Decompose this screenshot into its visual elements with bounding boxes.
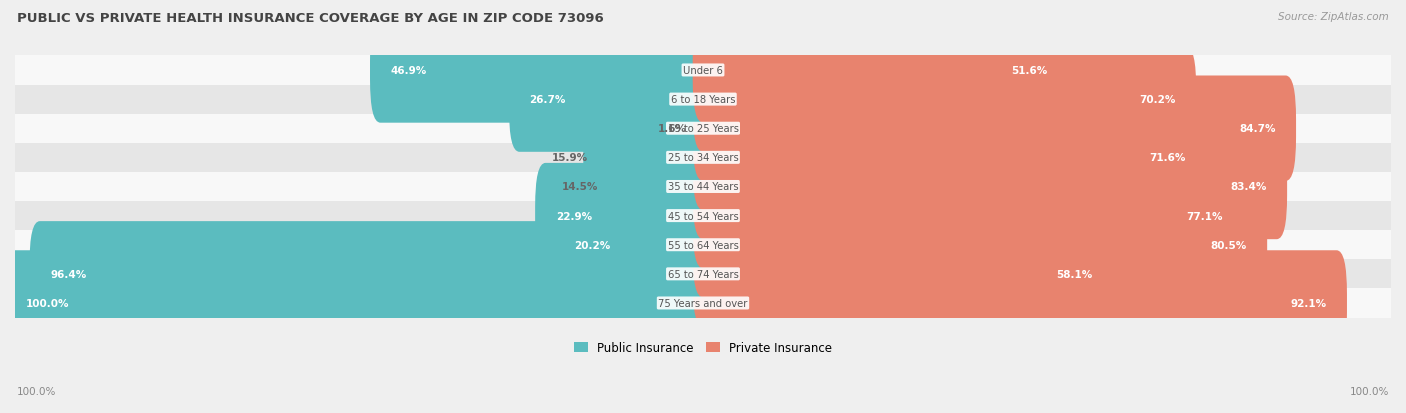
Text: 19 to 25 Years: 19 to 25 Years <box>668 124 738 134</box>
Bar <box>15 56 1391 85</box>
FancyBboxPatch shape <box>370 18 713 123</box>
Text: 92.1%: 92.1% <box>1291 298 1326 308</box>
Text: 83.4%: 83.4% <box>1230 182 1267 192</box>
Bar <box>15 230 1391 260</box>
Text: 77.1%: 77.1% <box>1187 211 1223 221</box>
FancyBboxPatch shape <box>682 76 713 181</box>
Text: 55 to 64 Years: 55 to 64 Years <box>668 240 738 250</box>
Text: 80.5%: 80.5% <box>1211 240 1247 250</box>
Bar <box>15 289 1391 318</box>
Text: 75 Years and over: 75 Years and over <box>658 298 748 308</box>
Text: 26.7%: 26.7% <box>530 95 567 105</box>
Text: 51.6%: 51.6% <box>1011 66 1047 76</box>
Bar <box>15 143 1391 173</box>
Text: 35 to 44 Years: 35 to 44 Years <box>668 182 738 192</box>
Text: 22.9%: 22.9% <box>555 211 592 221</box>
FancyBboxPatch shape <box>693 47 1197 152</box>
FancyBboxPatch shape <box>693 251 1347 356</box>
FancyBboxPatch shape <box>693 134 1286 240</box>
Bar <box>15 85 1391 114</box>
Text: 96.4%: 96.4% <box>51 269 86 279</box>
Bar <box>15 202 1391 230</box>
FancyBboxPatch shape <box>693 76 1296 181</box>
FancyBboxPatch shape <box>593 134 713 240</box>
FancyBboxPatch shape <box>583 105 713 211</box>
FancyBboxPatch shape <box>693 164 1244 269</box>
Bar <box>15 260 1391 289</box>
Text: 71.6%: 71.6% <box>1149 153 1185 163</box>
Text: 20.2%: 20.2% <box>574 240 610 250</box>
FancyBboxPatch shape <box>693 192 1267 298</box>
Text: 100.0%: 100.0% <box>25 298 69 308</box>
FancyBboxPatch shape <box>30 222 713 327</box>
Bar <box>15 173 1391 202</box>
Text: 25 to 34 Years: 25 to 34 Years <box>668 153 738 163</box>
FancyBboxPatch shape <box>509 47 713 152</box>
Text: 65 to 74 Years: 65 to 74 Years <box>668 269 738 279</box>
Text: 100.0%: 100.0% <box>17 387 56 396</box>
Text: 6 to 18 Years: 6 to 18 Years <box>671 95 735 105</box>
Text: 45 to 54 Years: 45 to 54 Years <box>668 211 738 221</box>
Text: 46.9%: 46.9% <box>391 66 427 76</box>
FancyBboxPatch shape <box>536 164 713 269</box>
Text: Under 6: Under 6 <box>683 66 723 76</box>
Text: PUBLIC VS PRIVATE HEALTH INSURANCE COVERAGE BY AGE IN ZIP CODE 73096: PUBLIC VS PRIVATE HEALTH INSURANCE COVER… <box>17 12 603 25</box>
Text: 15.9%: 15.9% <box>553 153 588 163</box>
Text: 1.6%: 1.6% <box>658 124 686 134</box>
FancyBboxPatch shape <box>554 192 713 298</box>
FancyBboxPatch shape <box>693 18 1069 123</box>
FancyBboxPatch shape <box>4 251 713 356</box>
Text: Source: ZipAtlas.com: Source: ZipAtlas.com <box>1278 12 1389 22</box>
Legend: Public Insurance, Private Insurance: Public Insurance, Private Insurance <box>569 337 837 359</box>
Text: 84.7%: 84.7% <box>1239 124 1275 134</box>
Bar <box>15 114 1391 143</box>
FancyBboxPatch shape <box>693 222 1114 327</box>
Text: 100.0%: 100.0% <box>1350 387 1389 396</box>
Text: 14.5%: 14.5% <box>561 182 598 192</box>
FancyBboxPatch shape <box>693 105 1206 211</box>
Text: 70.2%: 70.2% <box>1139 95 1175 105</box>
Text: 58.1%: 58.1% <box>1056 269 1092 279</box>
